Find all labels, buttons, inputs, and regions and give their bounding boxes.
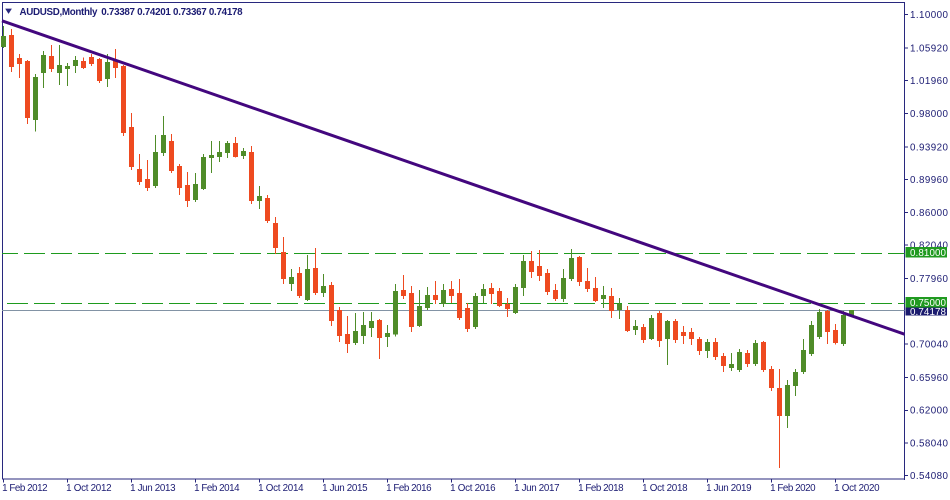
svg-text:1 Feb 2020: 1 Feb 2020	[770, 483, 816, 494]
svg-text:1 Jun 2019: 1 Jun 2019	[706, 483, 752, 494]
svg-text:0.77960: 0.77960	[910, 274, 949, 285]
svg-text:0.70040: 0.70040	[910, 339, 949, 350]
svg-text:1 Oct 2020: 1 Oct 2020	[834, 483, 880, 494]
svg-text:0.58040: 0.58040	[910, 438, 949, 449]
svg-text:1 Feb 2012: 1 Feb 2012	[2, 483, 48, 494]
svg-text:1 Feb 2018: 1 Feb 2018	[578, 483, 624, 494]
svg-text:1 Feb 2014: 1 Feb 2014	[194, 483, 240, 494]
svg-text:0.75000: 0.75000	[910, 298, 947, 309]
svg-text:1 Jun 2015: 1 Jun 2015	[322, 483, 368, 494]
svg-text:1.01960: 1.01960	[910, 76, 949, 87]
svg-text:1 Oct 2012: 1 Oct 2012	[66, 483, 112, 494]
svg-text:1 Oct 2014: 1 Oct 2014	[258, 483, 304, 494]
svg-text:0.74178: 0.74178	[910, 307, 947, 318]
svg-text:0.82040: 0.82040	[910, 240, 949, 251]
svg-text:1 Feb 2016: 1 Feb 2016	[386, 483, 432, 494]
svg-text:0.86000: 0.86000	[910, 208, 949, 219]
svg-text:0.93920: 0.93920	[910, 142, 949, 153]
svg-text:0.73387 0.74201 0.73367 0.7417: 0.73387 0.74201 0.73367 0.74178	[101, 7, 243, 18]
svg-text:1.05920: 1.05920	[910, 44, 949, 55]
svg-text:0.81000: 0.81000	[910, 248, 947, 259]
svg-text:AUDUSD,Monthly: AUDUSD,Monthly	[20, 7, 99, 18]
svg-text:1.10000: 1.10000	[910, 10, 949, 21]
svg-text:1 Jun 2013: 1 Jun 2013	[130, 483, 176, 494]
svg-text:1 Oct 2016: 1 Oct 2016	[450, 483, 496, 494]
svg-text:0.54080: 0.54080	[910, 471, 949, 482]
svg-text:0.89960: 0.89960	[910, 175, 949, 186]
svg-text:1 Oct 2018: 1 Oct 2018	[642, 483, 688, 494]
svg-text:0.98000: 0.98000	[910, 109, 949, 120]
svg-text:0.62000: 0.62000	[910, 406, 949, 417]
svg-text:1 Jun 2017: 1 Jun 2017	[514, 483, 560, 494]
svg-text:0.65960: 0.65960	[910, 373, 949, 384]
